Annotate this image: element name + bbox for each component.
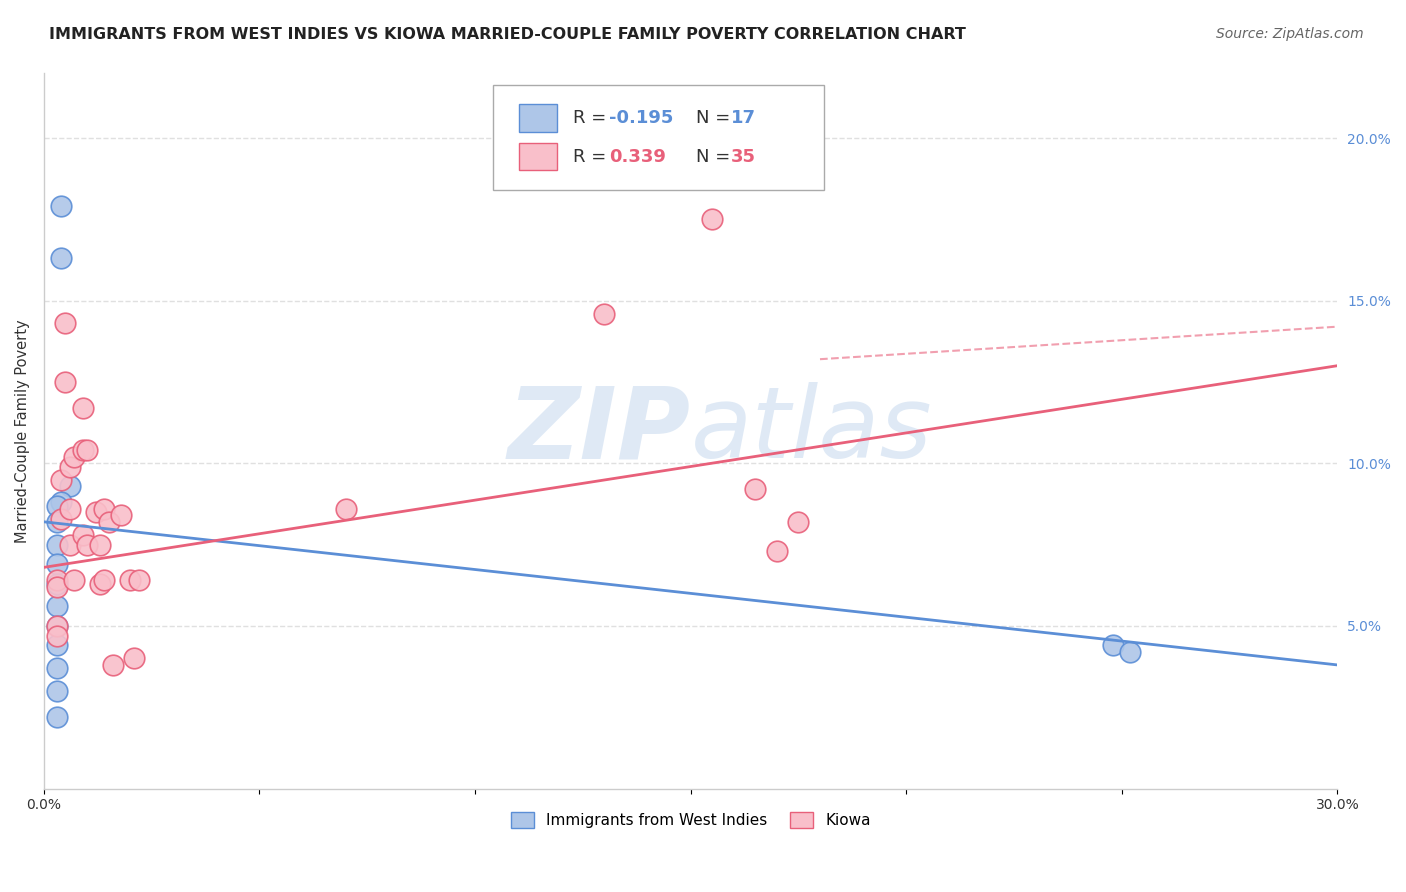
- Point: [45, 538, 67, 552]
- Point: [45, 639, 67, 653]
- Point: [49, 511, 72, 525]
- Text: atlas: atlas: [690, 383, 932, 479]
- Point: [76, 443, 98, 458]
- Point: [45, 576, 67, 591]
- Point: [110, 508, 132, 523]
- Text: ZIP: ZIP: [508, 383, 690, 479]
- Point: [45, 599, 67, 614]
- Point: [702, 212, 724, 227]
- Bar: [519, 104, 557, 132]
- Point: [59, 501, 82, 516]
- Point: [55, 375, 77, 389]
- Point: [1102, 639, 1125, 653]
- Point: [55, 317, 77, 331]
- Point: [45, 619, 67, 633]
- Point: [45, 499, 67, 513]
- Text: IMMIGRANTS FROM WEST INDIES VS KIOWA MARRIED-COUPLE FAMILY POVERTY CORRELATION C: IMMIGRANTS FROM WEST INDIES VS KIOWA MAR…: [49, 27, 966, 42]
- Point: [45, 710, 67, 724]
- Point: [45, 557, 67, 571]
- Point: [59, 538, 82, 552]
- FancyBboxPatch shape: [492, 85, 824, 190]
- Text: 35: 35: [731, 148, 756, 166]
- Point: [45, 515, 67, 529]
- Point: [45, 661, 67, 675]
- Point: [93, 501, 115, 516]
- Point: [59, 459, 82, 474]
- Point: [49, 495, 72, 509]
- Text: R =: R =: [572, 148, 612, 166]
- Point: [1119, 645, 1142, 659]
- Point: [124, 651, 146, 665]
- Point: [49, 199, 72, 213]
- Legend: Immigrants from West Indies, Kiowa: Immigrants from West Indies, Kiowa: [505, 806, 877, 835]
- Point: [49, 252, 72, 266]
- Point: [63, 574, 86, 588]
- Point: [45, 574, 67, 588]
- Point: [45, 684, 67, 698]
- Point: [593, 307, 616, 321]
- Point: [89, 576, 111, 591]
- Point: [72, 401, 94, 415]
- Point: [787, 515, 810, 529]
- Point: [128, 574, 150, 588]
- Text: R =: R =: [572, 109, 612, 127]
- Point: [72, 443, 94, 458]
- Text: -0.195: -0.195: [609, 109, 673, 127]
- Point: [97, 515, 120, 529]
- Text: Source: ZipAtlas.com: Source: ZipAtlas.com: [1216, 27, 1364, 41]
- Point: [744, 483, 766, 497]
- Point: [89, 538, 111, 552]
- Point: [72, 528, 94, 542]
- Point: [63, 450, 86, 464]
- Text: 0.339: 0.339: [609, 148, 666, 166]
- Point: [120, 574, 142, 588]
- Point: [101, 657, 124, 672]
- Y-axis label: Married-Couple Family Poverty: Married-Couple Family Poverty: [15, 319, 30, 542]
- Point: [45, 629, 67, 643]
- Text: N =: N =: [696, 148, 735, 166]
- Point: [766, 544, 789, 558]
- Point: [76, 538, 98, 552]
- Point: [84, 505, 107, 519]
- Point: [335, 501, 357, 516]
- Bar: [519, 143, 557, 170]
- Point: [45, 619, 67, 633]
- Point: [59, 479, 82, 493]
- Point: [49, 473, 72, 487]
- Text: 17: 17: [731, 109, 756, 127]
- Point: [45, 580, 67, 594]
- Text: N =: N =: [696, 109, 735, 127]
- Point: [93, 574, 115, 588]
